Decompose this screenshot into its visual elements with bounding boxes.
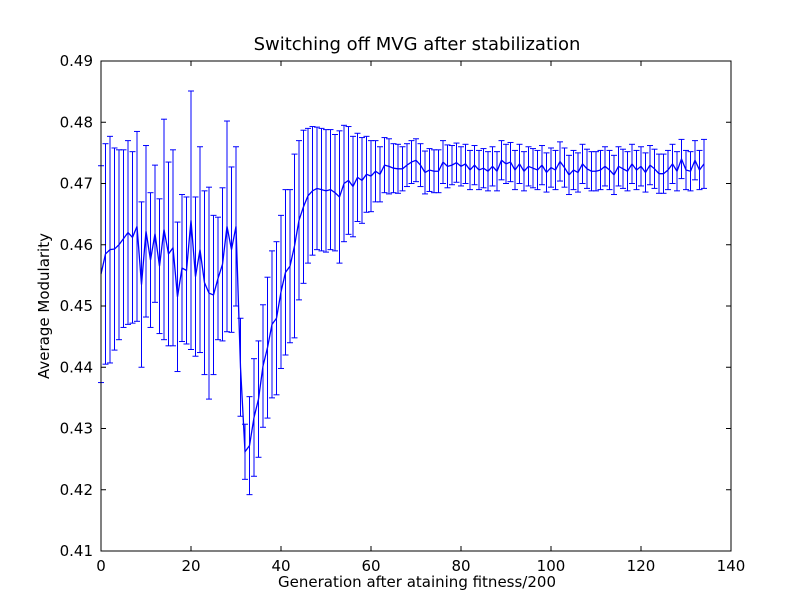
y-tick-label: 0.41 <box>60 542 93 560</box>
x-tick-label: 120 <box>627 557 656 575</box>
x-tick-label: 40 <box>271 557 290 575</box>
y-tick-label: 0.47 <box>60 175 93 193</box>
y-tick-label: 0.46 <box>60 236 93 254</box>
chart-title: Switching off MVG after stabilization <box>254 34 581 55</box>
x-axis-label: Generation after ataining fitness/200 <box>278 573 556 591</box>
x-tick-label: 140 <box>717 557 746 575</box>
axis-ticks: 0 20 40 60 80 100 120 140 0.41 0.42 0.43 0.44 0.45 0.… <box>60 52 746 575</box>
y-tick-label: 0.49 <box>60 52 93 70</box>
series-line <box>100 157 705 454</box>
y-tick-label: 0.42 <box>60 481 93 499</box>
y-tick-label: 0.48 <box>60 113 93 131</box>
x-tick-label: 80 <box>451 557 470 575</box>
y-axis-label: Average Modularity <box>35 233 53 379</box>
plot-area <box>98 90 707 496</box>
x-tick-label: 60 <box>361 557 380 575</box>
x-tick-label: 0 <box>96 557 106 575</box>
y-tick-label: 0.45 <box>60 297 93 315</box>
y-tick-label: 0.44 <box>60 358 93 376</box>
x-tick-label: 20 <box>181 557 200 575</box>
x-tick-label: 100 <box>537 557 566 575</box>
y-tick-label: 0.43 <box>60 420 93 438</box>
